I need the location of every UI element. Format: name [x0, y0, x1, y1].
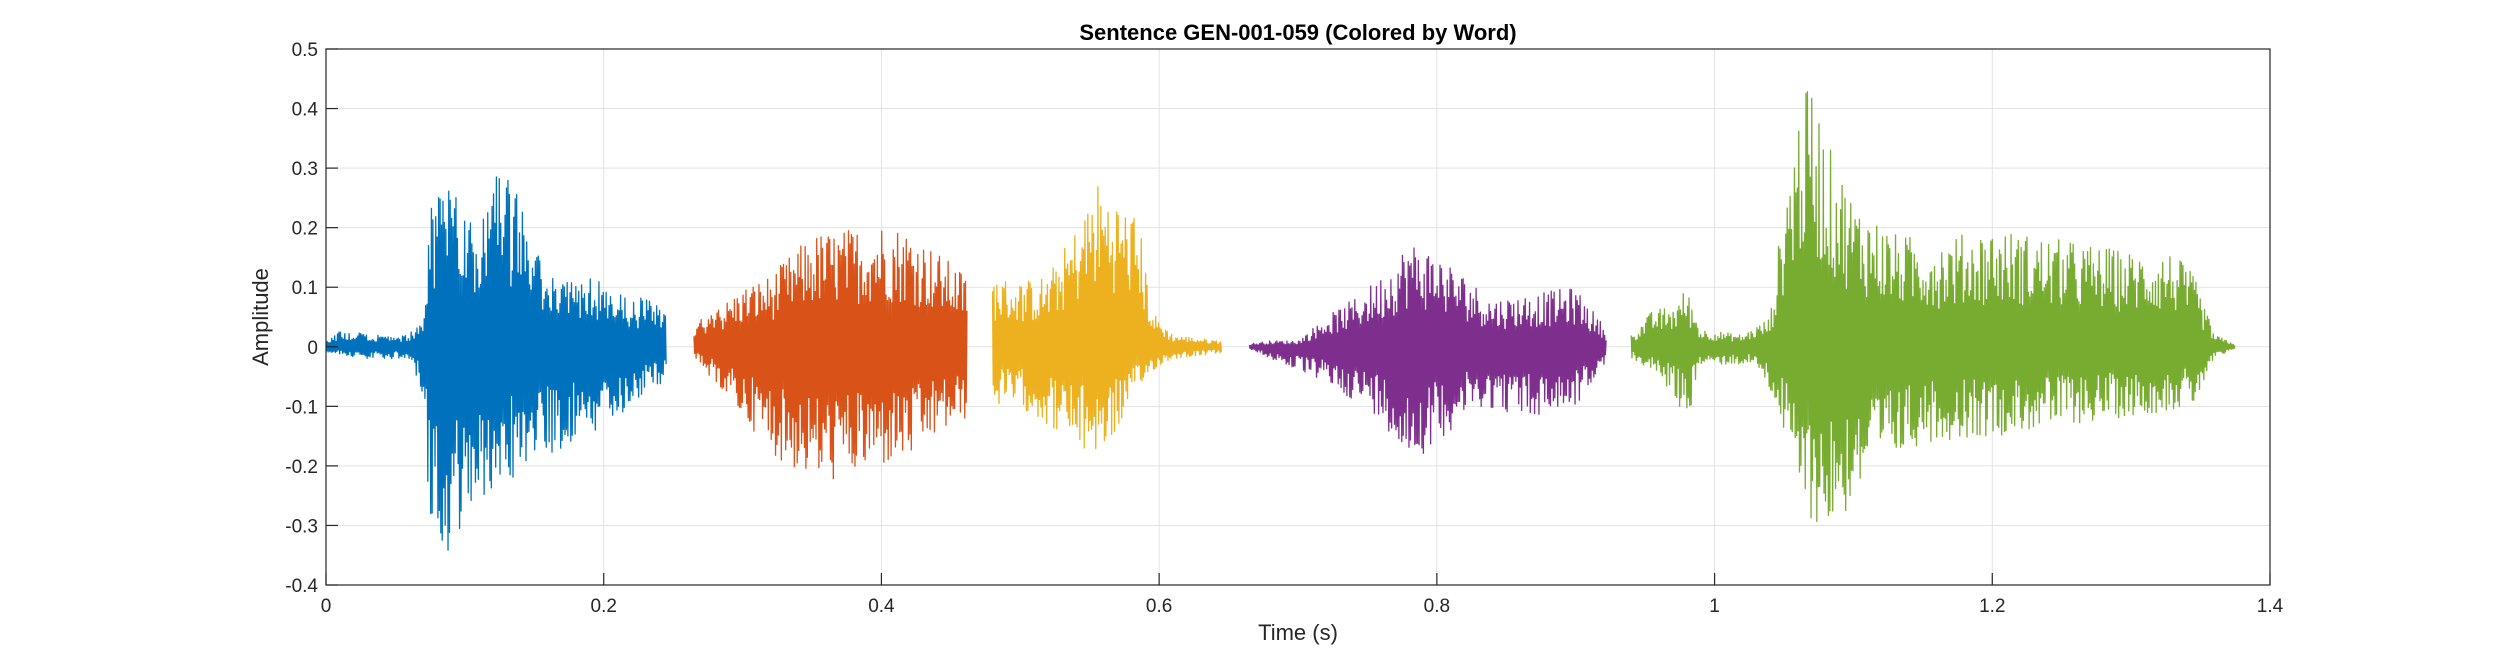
x-tick-label: 0.2 — [591, 596, 617, 617]
y-tick-label: -0.4 — [285, 576, 318, 597]
word-segment-3-waveform — [991, 186, 1223, 450]
word-segment-1-waveform — [325, 176, 667, 551]
x-tick-label: 0.8 — [1424, 596, 1450, 617]
y-tick-label: 0.5 — [292, 40, 318, 61]
y-tick-label: 0 — [307, 338, 318, 359]
axes-box — [325, 48, 2271, 586]
waveform-series — [325, 91, 2236, 551]
y-tick-label: 0.2 — [292, 219, 318, 240]
x-tick-label: 0.6 — [1146, 596, 1172, 617]
x-tick-label: 0.4 — [868, 596, 895, 617]
y-axis-title: Amplitude — [248, 268, 273, 366]
y-tick-label: -0.3 — [285, 516, 318, 537]
x-tick-label: 1.2 — [1979, 596, 2005, 617]
y-tick-label: -0.2 — [285, 457, 318, 478]
y-tick-label: 0.4 — [292, 100, 319, 121]
y-tick-label: 0.3 — [292, 159, 318, 180]
axis-ticks: 0 0.2 0.4 0.6 0.8 1 1.2 1.4 -0.4 -0.3 -0.2 -0.1 0 0.1… — [285, 40, 2283, 617]
word-segment-2-waveform — [693, 230, 968, 480]
y-tick-label: 0.1 — [292, 278, 318, 299]
x-tick-label: 1 — [1709, 596, 1720, 617]
y-tick-label: -0.1 — [285, 397, 318, 418]
x-tick-label: 0 — [321, 596, 332, 617]
word-segment-4-waveform — [1248, 247, 1607, 454]
x-tick-label: 1.4 — [2257, 596, 2284, 617]
chart-title: Sentence GEN-001-059 (Colored by Word) — [1079, 20, 1516, 45]
x-axis-title: Time (s) — [1258, 620, 1338, 645]
word-segment-5-waveform — [1630, 91, 2236, 523]
